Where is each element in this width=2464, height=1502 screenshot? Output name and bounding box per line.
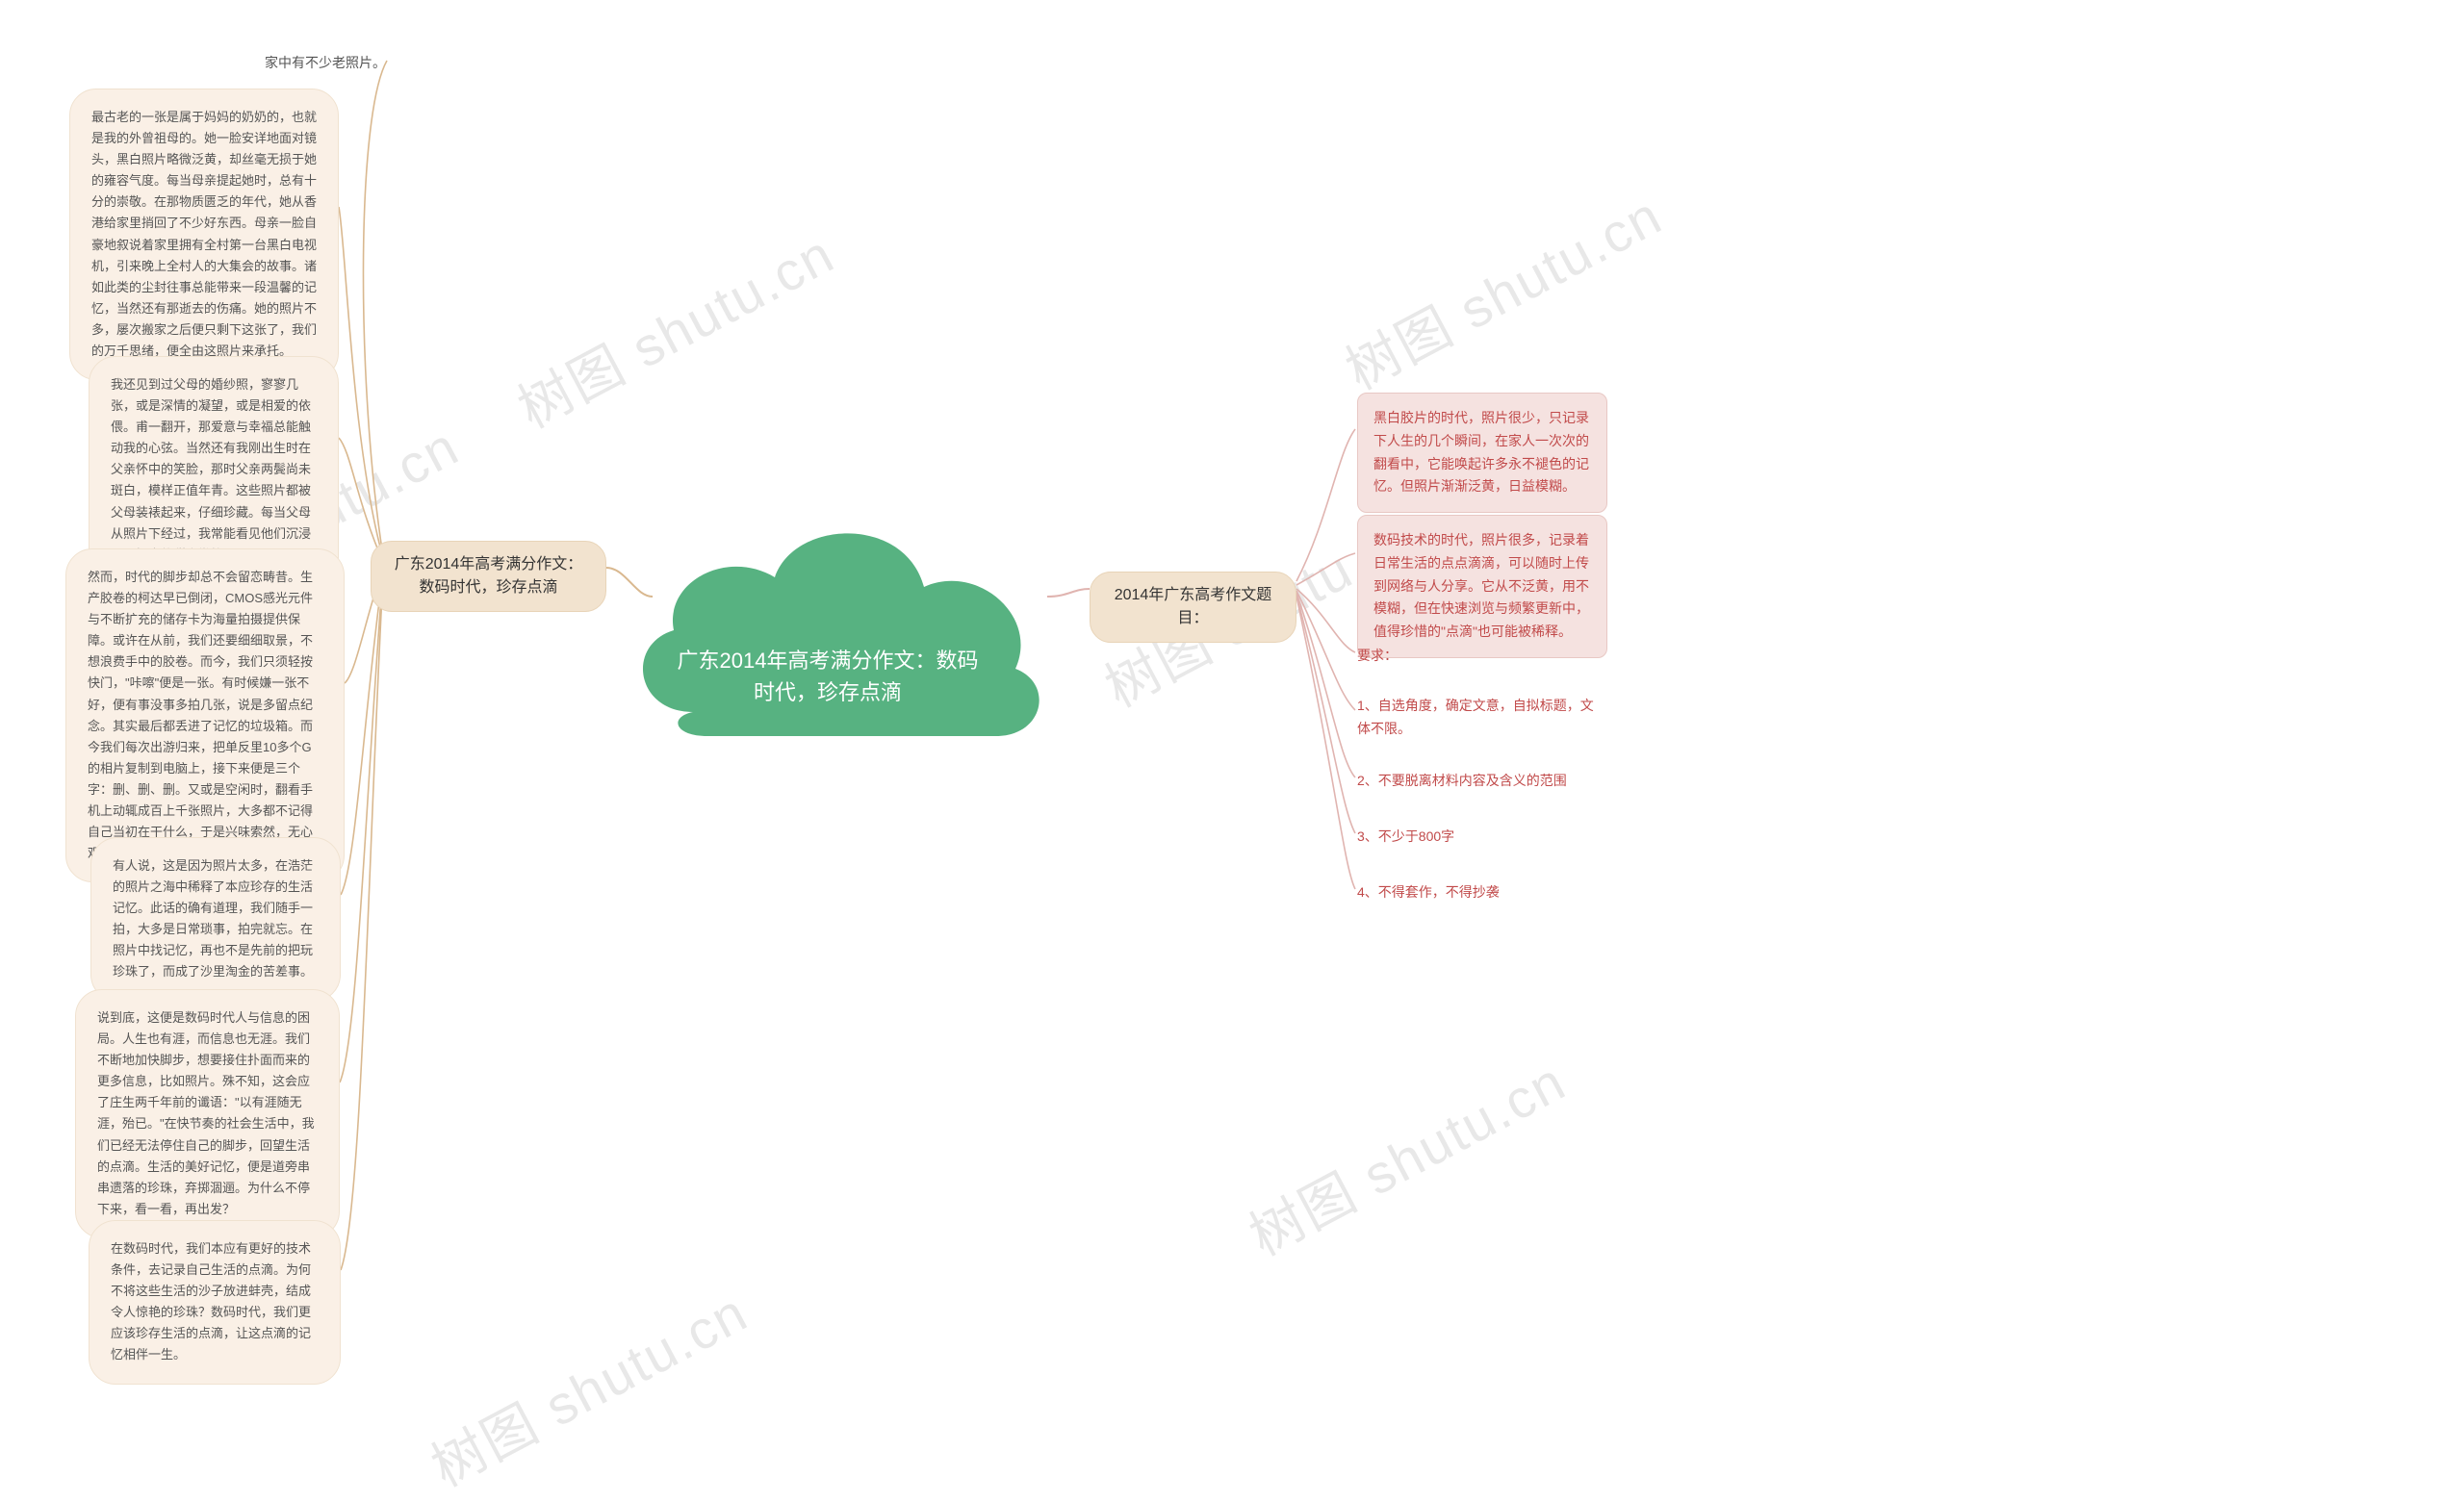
cloud-shape <box>616 481 1059 770</box>
watermark: 树图 shutu.cn <box>502 212 846 444</box>
right-item: 1、自选角度，确定文意，自拟标题，文体不限。 <box>1357 695 1598 741</box>
right-branch-label: 2014年广东高考作文题目： <box>1090 572 1296 643</box>
watermark: 树图 shutu.cn <box>416 1270 759 1502</box>
left-branch-label: 广东2014年高考满分作文：数码时代，珍存点滴 <box>371 541 606 612</box>
right-item: 要求： <box>1357 645 1434 668</box>
right-item: 3、不少于800字 <box>1357 826 1492 849</box>
connector-lines <box>0 0 2464 1409</box>
right-item: 4、不得套作，不得抄袭 <box>1357 881 1521 904</box>
right-item: 黑白胶片的时代，照片很少，只记录下人生的几个瞬间，在家人一次次的翻看中，它能唤起… <box>1357 393 1607 513</box>
left-paragraph: 有人说，这是因为照片太多，在浩茫的照片之海中稀释了本应珍存的生活记忆。此话的确有… <box>90 837 341 1002</box>
right-item: 数码技术的时代，照片很多，记录着日常生活的点点滴滴，可以随时上传到网络与人分享。… <box>1357 515 1607 658</box>
left-top-text: 家中有不少老照片。 <box>265 53 386 72</box>
left-paragraph: 然而，时代的脚步却总不会留恋畴昔。生产胶卷的柯达早已倒闭，CMOS感光元件与不断… <box>65 548 345 882</box>
central-node: 广东2014年高考满分作文：数码时代，珍存点滴 <box>616 481 1059 770</box>
watermark: 树图 shutu.cn <box>1330 173 1674 405</box>
left-paragraph: 最古老的一张是属于妈妈的奶奶的，也就是我的外曾祖母的。她一脸安详地面对镜头，黑白… <box>69 89 339 380</box>
watermark: 树图 shutu.cn <box>1234 1039 1578 1271</box>
left-paragraph: 在数码时代，我们本应有更好的技术条件，去记录自己生活的点滴。为何不将这些生活的沙… <box>89 1220 341 1385</box>
left-paragraph: 说到底，这便是数码时代人与信息的困局。人生也有涯，而信息也无涯。我们不断地加快脚… <box>75 989 340 1238</box>
right-item: 2、不要脱离材料内容及含义的范围 <box>1357 770 1578 793</box>
central-title: 广东2014年高考满分作文：数码时代，珍存点滴 <box>674 645 982 708</box>
